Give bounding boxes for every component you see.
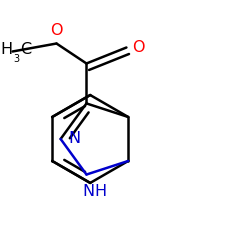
Text: 3: 3 (14, 54, 20, 64)
Text: C: C (20, 42, 32, 57)
Text: N: N (68, 132, 81, 146)
Text: N: N (82, 184, 94, 198)
Text: O: O (50, 22, 63, 38)
Text: O: O (132, 40, 145, 55)
Text: H: H (94, 184, 106, 198)
Text: H: H (0, 42, 12, 57)
